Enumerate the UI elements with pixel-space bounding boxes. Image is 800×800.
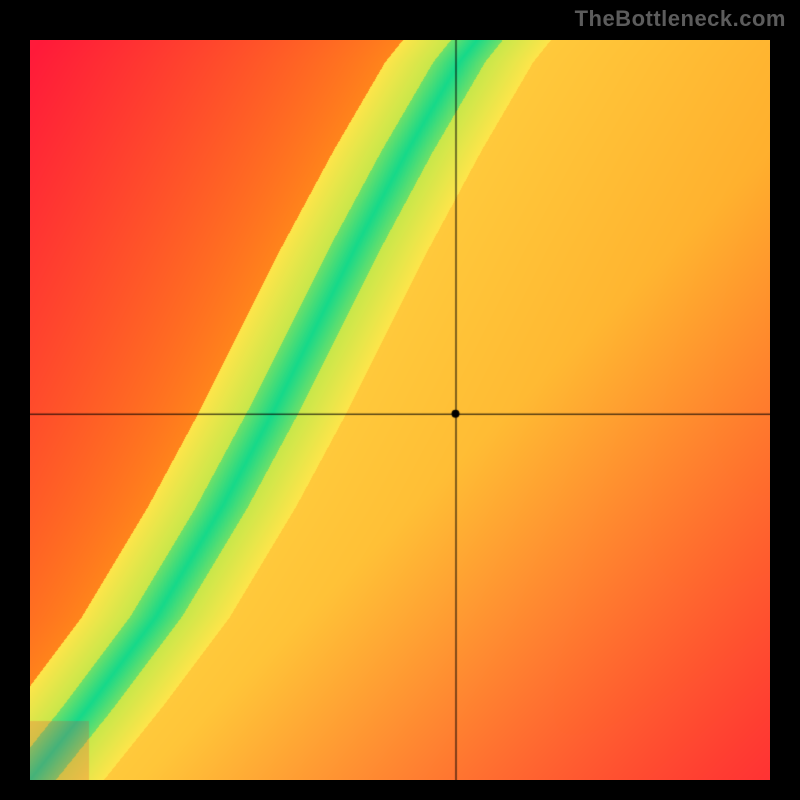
heatmap-plot [30, 40, 770, 780]
heatmap-canvas [30, 40, 770, 780]
watermark: TheBottleneck.com [575, 6, 786, 32]
